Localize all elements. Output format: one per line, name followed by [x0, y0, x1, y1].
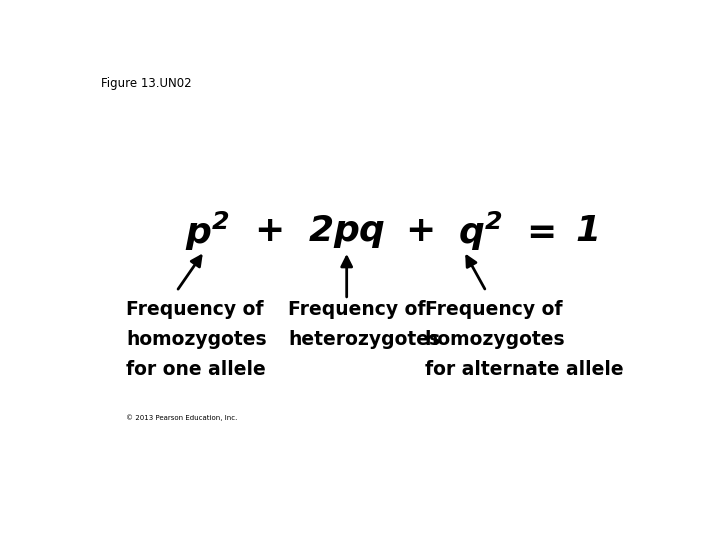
Text: heterozygotes: heterozygotes	[288, 329, 440, 349]
Text: for one allele: for one allele	[126, 360, 266, 379]
Text: homozygotes: homozygotes	[126, 329, 267, 349]
Text: homozygotes: homozygotes	[425, 329, 565, 349]
Text: $\mathbf{=}$: $\mathbf{=}$	[518, 214, 554, 248]
Text: $\mathbf{+}$: $\mathbf{+}$	[254, 214, 283, 248]
Text: $\mathbf{+}$: $\mathbf{+}$	[405, 214, 433, 248]
Text: for alternate allele: for alternate allele	[425, 360, 624, 379]
Text: $\mathbf{1}$: $\mathbf{1}$	[575, 214, 598, 248]
Text: Figure 13.UN02: Figure 13.UN02	[101, 77, 192, 90]
Text: $\mathbf{p^2}$: $\mathbf{p^2}$	[185, 210, 230, 253]
Text: Frequency of: Frequency of	[288, 300, 426, 319]
Text: Frequency of: Frequency of	[425, 300, 562, 319]
Text: $\mathbf{2pq}$: $\mathbf{2pq}$	[308, 213, 385, 249]
Text: Frequency of: Frequency of	[126, 300, 264, 319]
Text: $\mathbf{q^2}$: $\mathbf{q^2}$	[459, 210, 503, 253]
Text: © 2013 Pearson Education, Inc.: © 2013 Pearson Education, Inc.	[126, 415, 238, 421]
